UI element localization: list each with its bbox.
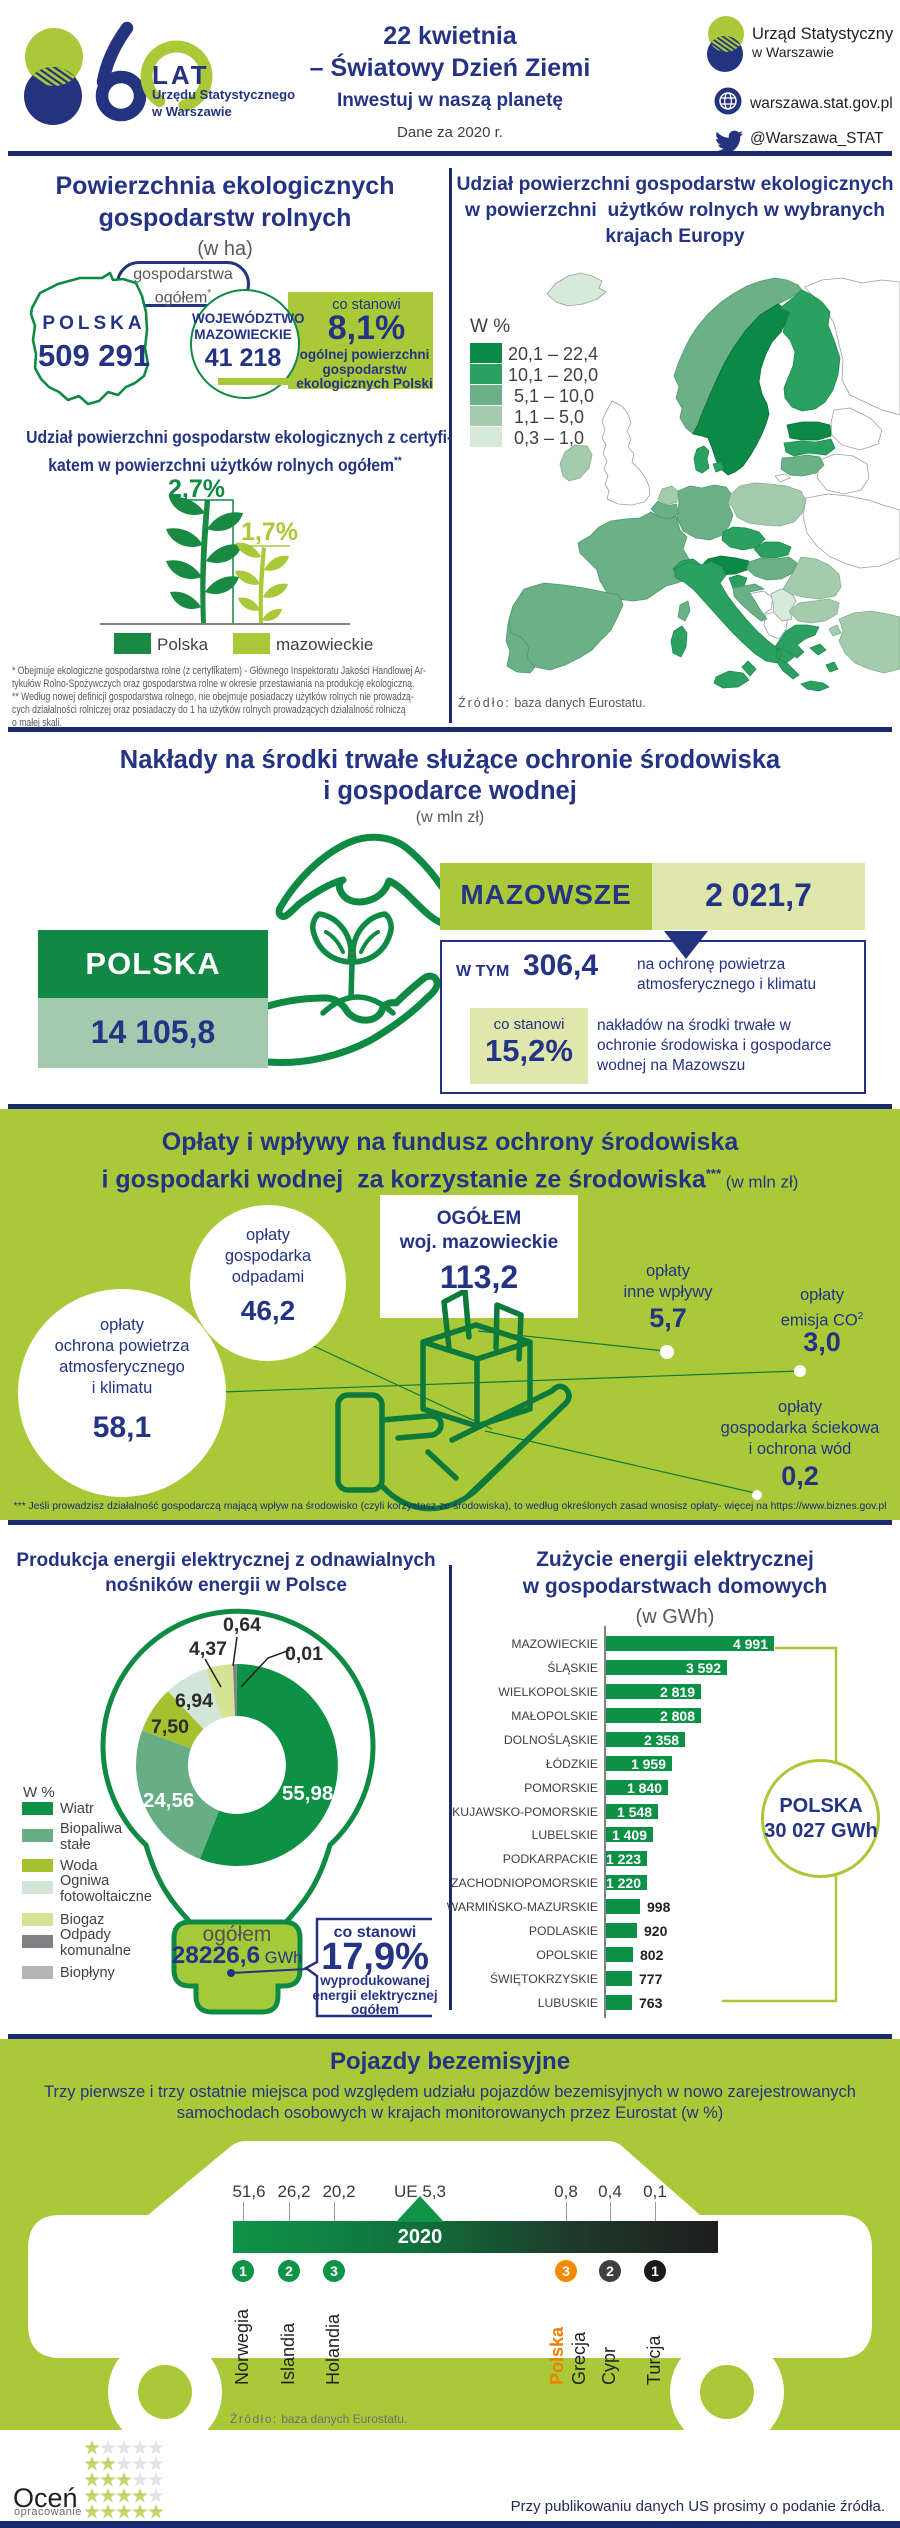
svg-text:w Warszawie: w Warszawie: [151, 104, 232, 119]
svg-text:LAT: LAT: [152, 60, 210, 90]
svg-text:w Warszawie: w Warszawie: [751, 44, 834, 60]
svg-text:Urzędu Statystycznego: Urzędu Statystycznego: [152, 87, 295, 102]
svg-text:Urząd Statystyczny: Urząd Statystyczny: [752, 25, 894, 43]
svg-text:warszawa.stat.gov.pl: warszawa.stat.gov.pl: [749, 95, 893, 112]
svg-text:@Warszawa_STAT: @Warszawa_STAT: [750, 130, 884, 147]
